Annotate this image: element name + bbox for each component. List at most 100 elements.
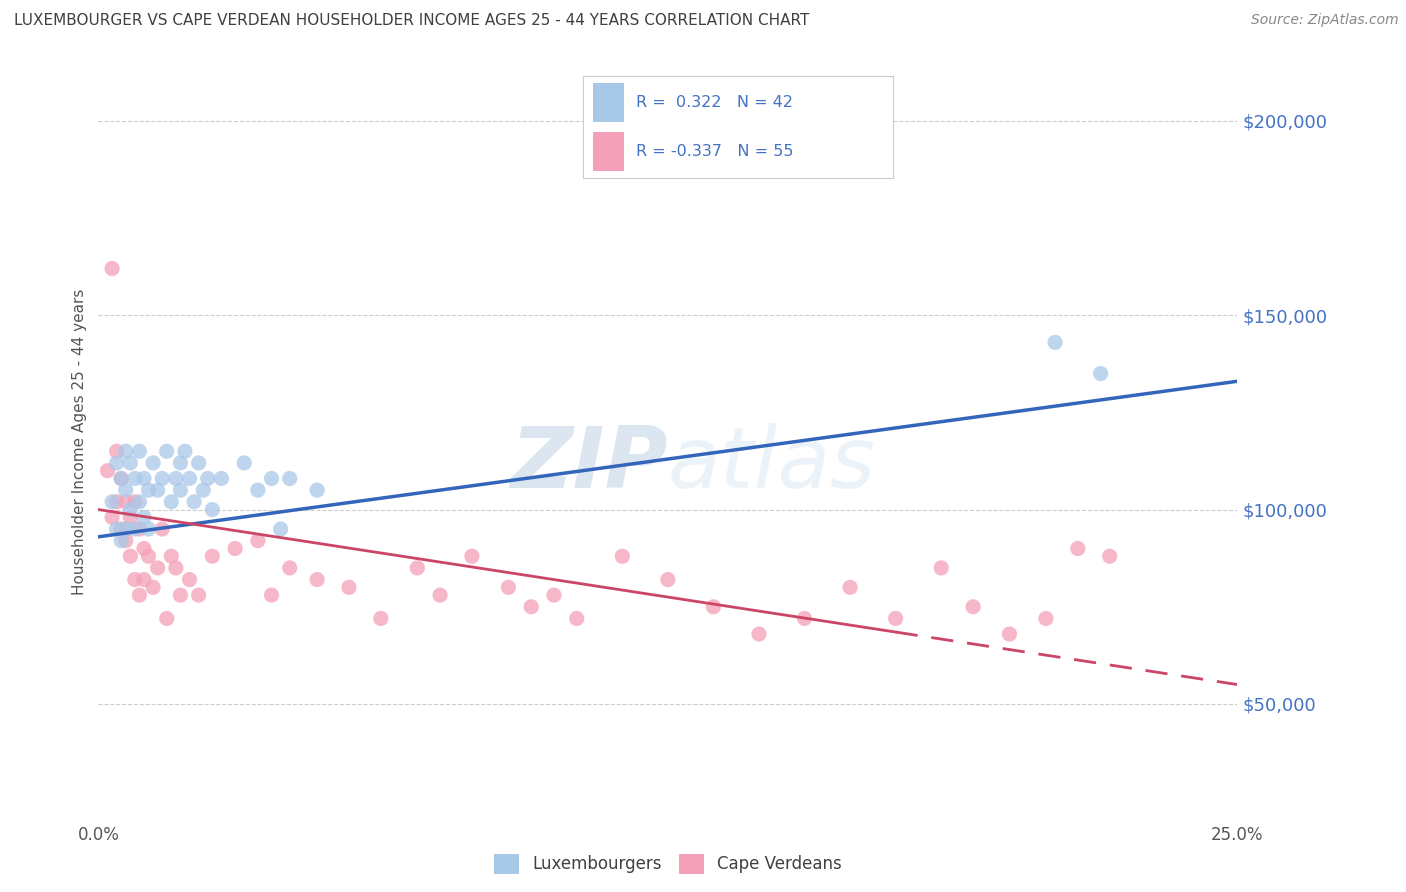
Point	[169, 483, 191, 497]
Point	[187, 456, 209, 470]
Point	[246, 533, 269, 548]
Point	[169, 456, 191, 470]
Point	[246, 483, 269, 497]
Point	[1067, 541, 1090, 556]
Point	[138, 549, 160, 564]
Point	[233, 456, 256, 470]
Bar	[593, 83, 624, 122]
Point	[337, 580, 360, 594]
Point	[128, 495, 150, 509]
Point	[884, 611, 907, 625]
Point	[142, 580, 165, 594]
Text: ZIP: ZIP	[510, 423, 668, 506]
Point	[793, 611, 815, 625]
Point	[565, 611, 588, 625]
Point	[128, 444, 150, 458]
Point	[307, 573, 329, 587]
Point	[498, 580, 520, 594]
Point	[110, 471, 132, 485]
Point	[132, 541, 155, 556]
Point	[124, 495, 146, 509]
Point	[120, 456, 142, 470]
Point	[156, 444, 179, 458]
Point	[224, 541, 246, 556]
Point	[165, 561, 187, 575]
Point	[260, 471, 283, 485]
Point	[105, 495, 128, 509]
Point	[278, 471, 301, 485]
Text: R = -0.337   N = 55: R = -0.337 N = 55	[636, 145, 793, 160]
Text: atlas: atlas	[668, 423, 876, 506]
Point	[543, 588, 565, 602]
Point	[201, 549, 224, 564]
Text: LUXEMBOURGER VS CAPE VERDEAN HOUSEHOLDER INCOME AGES 25 - 44 YEARS CORRELATION C: LUXEMBOURGER VS CAPE VERDEAN HOUSEHOLDER…	[14, 13, 810, 29]
Point	[1035, 611, 1057, 625]
Point	[209, 471, 232, 485]
Point	[702, 599, 724, 614]
Point	[179, 573, 201, 587]
Point	[657, 573, 679, 587]
Point	[193, 483, 215, 497]
Text: R =  0.322   N = 42: R = 0.322 N = 42	[636, 95, 793, 110]
Point	[150, 522, 173, 536]
Point	[138, 522, 160, 536]
Point	[114, 533, 136, 548]
Point	[128, 588, 150, 602]
Point	[998, 627, 1021, 641]
Point	[150, 471, 173, 485]
Point	[406, 561, 429, 575]
Point	[748, 627, 770, 641]
Point	[1043, 335, 1066, 350]
Point	[110, 471, 132, 485]
Point	[110, 522, 132, 536]
Point	[370, 611, 392, 625]
Point	[124, 573, 146, 587]
Point	[105, 522, 128, 536]
Point	[160, 495, 183, 509]
Point	[124, 471, 146, 485]
Y-axis label: Householder Income Ages 25 - 44 years: Householder Income Ages 25 - 44 years	[72, 288, 87, 595]
Point	[174, 444, 197, 458]
Point	[187, 588, 209, 602]
Point	[179, 471, 201, 485]
Point	[132, 510, 155, 524]
Point	[461, 549, 484, 564]
Point	[278, 561, 301, 575]
Point	[197, 471, 219, 485]
Point	[1098, 549, 1121, 564]
Legend: Luxembourgers, Cape Verdeans: Luxembourgers, Cape Verdeans	[488, 847, 848, 880]
Point	[114, 522, 136, 536]
Point	[929, 561, 952, 575]
Point	[160, 549, 183, 564]
Point	[114, 495, 136, 509]
Bar	[593, 132, 624, 171]
Point	[120, 549, 142, 564]
Point	[101, 510, 124, 524]
Point	[101, 261, 124, 276]
Point	[128, 522, 150, 536]
Point	[146, 483, 169, 497]
Point	[156, 611, 179, 625]
Point	[146, 561, 169, 575]
Point	[101, 495, 124, 509]
Point	[183, 495, 205, 509]
Point	[124, 522, 146, 536]
Point	[120, 510, 142, 524]
Text: Source: ZipAtlas.com: Source: ZipAtlas.com	[1251, 13, 1399, 28]
Point	[114, 444, 136, 458]
Point	[1090, 367, 1112, 381]
Point	[114, 483, 136, 497]
Point	[260, 588, 283, 602]
Point	[962, 599, 984, 614]
Point	[132, 471, 155, 485]
Point	[612, 549, 634, 564]
Point	[132, 573, 155, 587]
Point	[270, 522, 292, 536]
Point	[429, 588, 451, 602]
Point	[96, 464, 118, 478]
Point	[839, 580, 862, 594]
Point	[201, 502, 224, 516]
Point	[120, 502, 142, 516]
Point	[307, 483, 329, 497]
Point	[142, 456, 165, 470]
